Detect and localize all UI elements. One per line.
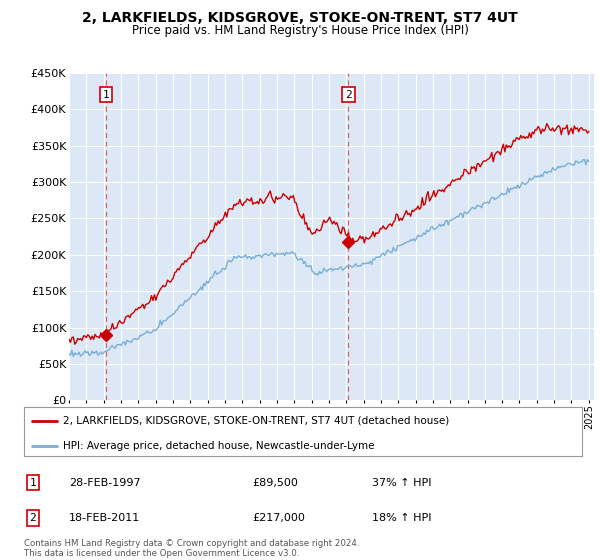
Text: 2: 2 — [345, 90, 352, 100]
Text: 1: 1 — [29, 478, 37, 488]
Text: 37% ↑ HPI: 37% ↑ HPI — [372, 478, 431, 488]
Text: £89,500: £89,500 — [252, 478, 298, 488]
Text: 28-FEB-1997: 28-FEB-1997 — [69, 478, 140, 488]
Text: Price paid vs. HM Land Registry's House Price Index (HPI): Price paid vs. HM Land Registry's House … — [131, 24, 469, 36]
Text: 2, LARKFIELDS, KIDSGROVE, STOKE-ON-TRENT, ST7 4UT (detached house): 2, LARKFIELDS, KIDSGROVE, STOKE-ON-TRENT… — [63, 416, 449, 426]
Text: 1: 1 — [103, 90, 110, 100]
Text: HPI: Average price, detached house, Newcastle-under-Lyme: HPI: Average price, detached house, Newc… — [63, 441, 374, 451]
Text: 18% ↑ HPI: 18% ↑ HPI — [372, 513, 431, 523]
Text: 2: 2 — [29, 513, 37, 523]
Text: 2, LARKFIELDS, KIDSGROVE, STOKE-ON-TRENT, ST7 4UT: 2, LARKFIELDS, KIDSGROVE, STOKE-ON-TRENT… — [82, 11, 518, 25]
Text: Contains HM Land Registry data © Crown copyright and database right 2024.
This d: Contains HM Land Registry data © Crown c… — [24, 539, 359, 558]
Text: 18-FEB-2011: 18-FEB-2011 — [69, 513, 140, 523]
Text: £217,000: £217,000 — [252, 513, 305, 523]
